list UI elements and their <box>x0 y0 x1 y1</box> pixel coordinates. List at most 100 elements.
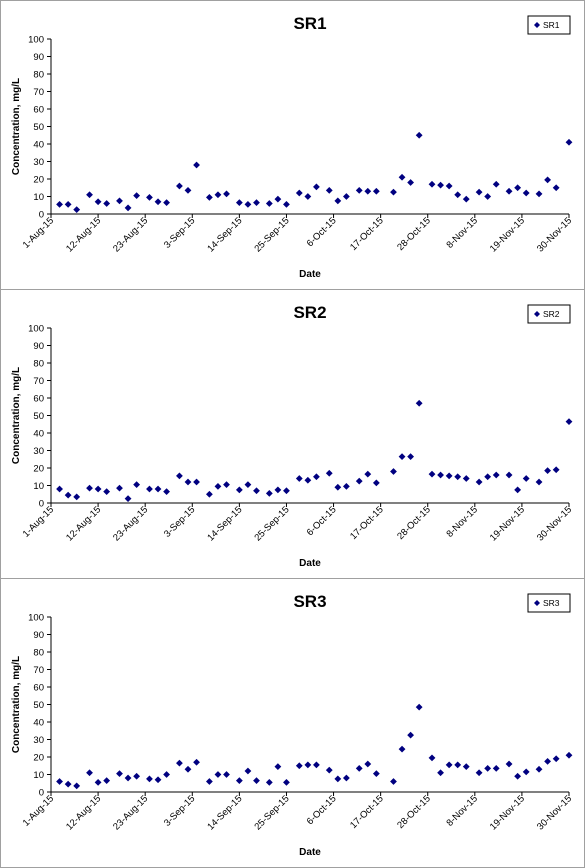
x-tick-label: 14-Sep-15 <box>205 504 244 543</box>
x-tick-label: 6-Oct-15 <box>305 504 339 538</box>
data-point <box>522 475 530 482</box>
y-tick-label: 50 <box>33 122 44 133</box>
data-point <box>265 778 273 786</box>
y-tick-label: 30 <box>33 735 44 746</box>
x-axis-title: Date <box>299 558 321 569</box>
data-point <box>146 775 153 783</box>
chart-sr3: SR3 0 10 20 30 40 50 60 70 80 90 100 1-Aug-15 12-Aug-… <box>11 592 574 858</box>
data-point <box>492 471 500 479</box>
data-point <box>124 204 132 212</box>
y-tick-label: 80 <box>33 70 44 81</box>
data-point <box>355 477 363 485</box>
y-tick-label: 50 <box>33 411 44 422</box>
data-point <box>304 761 312 769</box>
x-tick-label: 8-Nov-15 <box>445 793 480 828</box>
data-point <box>445 761 453 769</box>
data-point <box>514 184 522 192</box>
data-point <box>133 481 141 489</box>
y-tick-label: 100 <box>28 324 44 335</box>
data-point <box>398 745 406 753</box>
data-point <box>184 765 192 773</box>
y-tick-label: 50 <box>33 700 44 711</box>
legend-label: SR1 <box>543 20 560 30</box>
data-point <box>428 180 436 188</box>
data-point <box>484 764 492 772</box>
data-point <box>372 770 380 778</box>
data-point <box>475 769 483 777</box>
data-point <box>154 776 162 784</box>
legend-label: SR2 <box>543 309 560 319</box>
data-point <box>372 479 380 487</box>
y-tick-label: 80 <box>33 648 44 659</box>
x-tick-label: 23-Aug-15 <box>111 793 150 832</box>
data-point <box>313 761 320 769</box>
data-point <box>484 193 492 200</box>
data-point <box>364 470 372 478</box>
data-point <box>565 751 573 759</box>
y-tick-label: 20 <box>33 753 44 764</box>
data-point <box>462 195 470 203</box>
data-point <box>334 197 342 205</box>
data-point <box>116 484 123 492</box>
data-point <box>372 187 380 195</box>
data-point <box>342 482 350 490</box>
y-axis-title: Concentration, mg/L <box>11 656 22 753</box>
y-tick-label: 10 <box>33 481 44 492</box>
x-tick-label: 17-Oct-15 <box>348 504 386 542</box>
data-point <box>146 485 153 493</box>
data-point <box>184 186 192 194</box>
data-point <box>274 486 282 494</box>
x-tick-label: 25-Sep-15 <box>252 215 291 254</box>
legend-label: SR3 <box>543 598 560 608</box>
data-point <box>124 495 132 503</box>
data-point <box>283 778 290 786</box>
x-tick-label: 28-Oct-15 <box>395 504 433 542</box>
data-point <box>116 197 123 205</box>
x-tick-label: 1-Aug-15 <box>21 215 56 250</box>
y-tick-label: 30 <box>33 157 44 168</box>
data-point <box>514 772 522 780</box>
data-point <box>342 774 350 782</box>
data-point <box>462 475 470 482</box>
data-point <box>505 760 513 768</box>
data-point <box>64 491 72 499</box>
x-tick-label: 19-Nov-15 <box>488 793 527 832</box>
y-tick-label: 60 <box>33 105 44 116</box>
data-point <box>244 481 252 489</box>
data-point <box>295 189 303 197</box>
data-point <box>505 471 513 479</box>
y-tick-label: 20 <box>33 175 44 186</box>
x-tick-label: 1-Aug-15 <box>21 504 56 539</box>
y-tick-label: 90 <box>33 52 44 63</box>
chart-title: SR2 <box>293 303 326 322</box>
data-point <box>193 478 200 486</box>
y-tick-label: 10 <box>33 770 44 781</box>
x-tick-label: 30-Nov-15 <box>535 215 574 254</box>
data-point <box>154 485 162 493</box>
y-tick-label: 40 <box>33 140 44 151</box>
data-point <box>304 193 312 200</box>
y-tick-label: 100 <box>28 35 44 46</box>
data-point <box>235 199 243 207</box>
data-point <box>176 472 183 480</box>
data-point <box>462 763 470 771</box>
data-point <box>56 200 63 208</box>
x-tick-label: 30-Nov-15 <box>535 504 574 543</box>
data-point <box>163 488 170 496</box>
data-point <box>535 765 543 773</box>
data-point <box>205 193 213 201</box>
data-point <box>390 778 397 785</box>
data-point <box>103 200 111 207</box>
data-point <box>437 769 444 777</box>
y-axis-title: Concentration, mg/L <box>11 78 22 175</box>
data-point <box>94 485 102 493</box>
data-point <box>398 453 406 461</box>
x-tick-label: 19-Nov-15 <box>488 504 527 543</box>
y-tick-label: 10 <box>33 192 44 203</box>
y-tick-label: 70 <box>33 87 44 98</box>
chart-panel-sr2: SR2 0 10 20 30 40 50 60 70 80 90 100 1-Aug-15 12-Aug-… <box>0 289 585 579</box>
y-tick-label: 90 <box>33 341 44 352</box>
data-point <box>295 475 303 482</box>
data-point <box>253 777 260 785</box>
data-point <box>86 191 93 199</box>
